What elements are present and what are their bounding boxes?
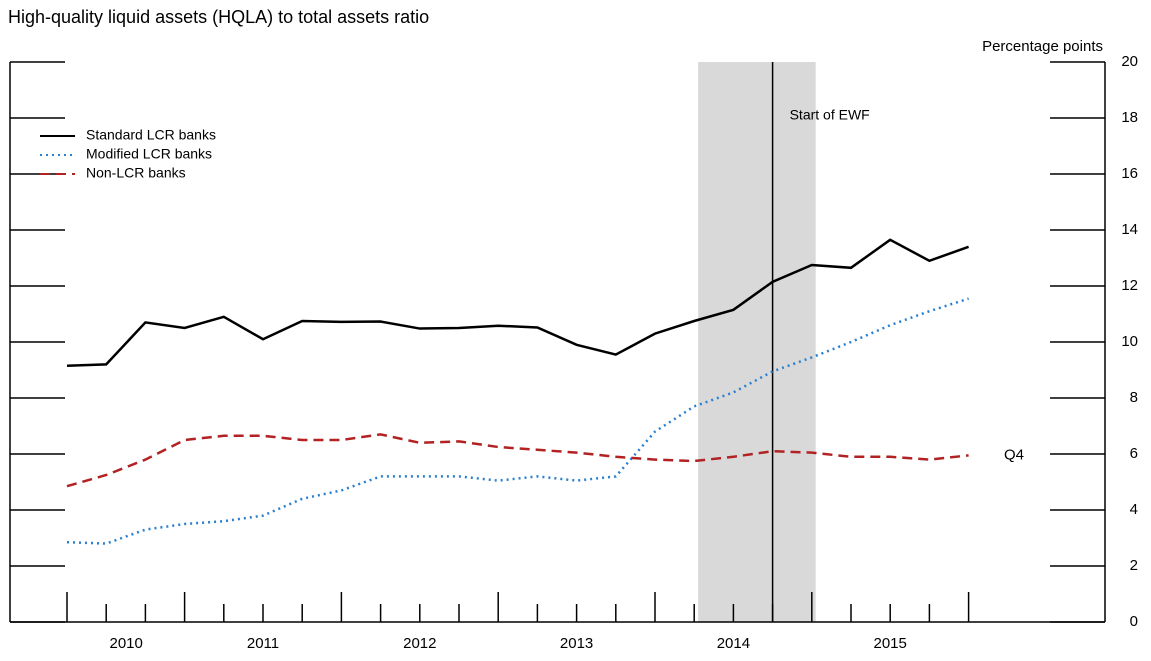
y-tick-label: 8 [1130,389,1138,406]
line-series [66,297,969,545]
y-tick-label: 6 [1130,445,1138,462]
y-tick-label: 2 [1130,557,1138,574]
x-tick-label: 2015 [874,635,907,652]
legend-label: Modified LCR banks [86,146,212,162]
legend-label: Non-LCR banks [86,165,186,181]
chart-title: High-quality liquid assets (HQLA) to tot… [8,7,429,27]
y-tick-label: 10 [1121,333,1138,350]
x-tick-label: 2012 [403,635,436,652]
legend-label: Standard LCR banks [86,127,216,143]
x-tick-label: 2011 [247,635,279,652]
y-tick-label: 14 [1121,221,1138,238]
line-series [66,238,970,368]
shaded-period [698,62,816,622]
y-axis-label: Percentage points [982,38,1103,55]
x-tick-label: 2013 [560,635,593,652]
y-tick-label: 20 [1121,53,1138,70]
x-tick-label: 2014 [717,635,750,652]
y-tick-label: 4 [1130,501,1138,518]
y-tick-label: 0 [1130,613,1138,630]
y-tick-label: 12 [1121,277,1138,294]
y-tick-label: 18 [1121,109,1138,126]
y-tick-label: 16 [1121,165,1138,182]
x-tick-label: 2010 [110,635,143,652]
end-label: Q4 [1004,446,1024,463]
line-series [66,433,969,488]
event-label: Start of EWF [790,107,870,123]
